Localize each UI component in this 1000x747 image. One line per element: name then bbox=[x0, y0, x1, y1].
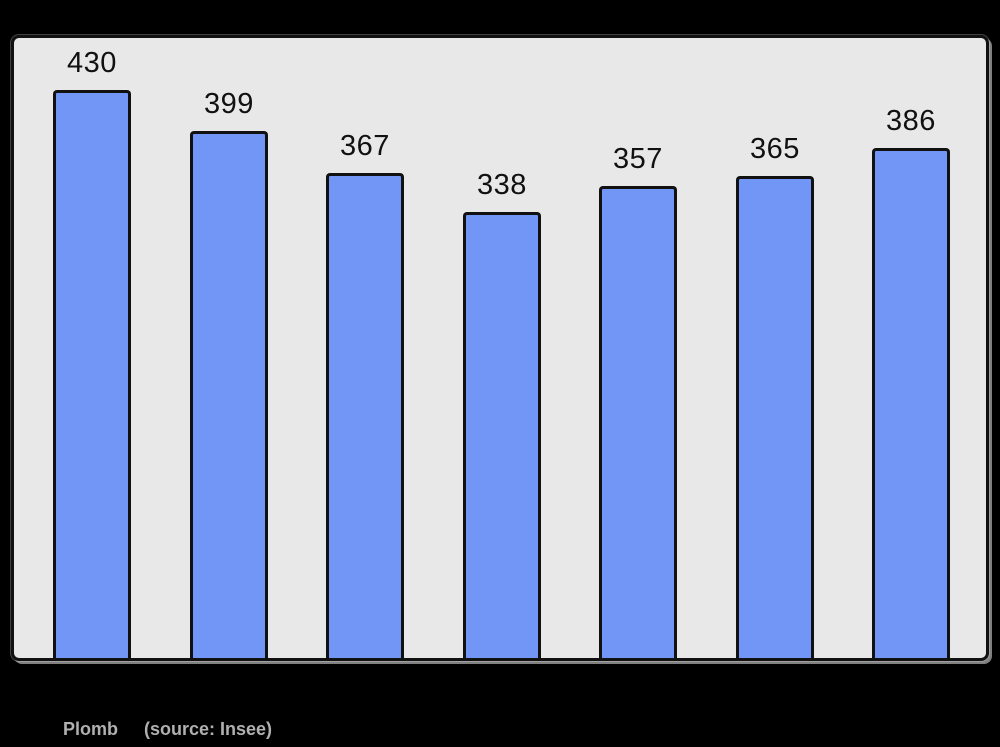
bars-container: 430 399 367 338 357 365 386 bbox=[14, 38, 986, 658]
bar bbox=[599, 186, 677, 658]
bar-value-label: 430 bbox=[67, 47, 117, 79]
bar bbox=[463, 212, 541, 658]
bar-value-label: 338 bbox=[477, 169, 527, 201]
caption-source: (source: Insee) bbox=[144, 719, 273, 739]
bar bbox=[326, 173, 404, 658]
chart-caption: Plomb (source: Insee) bbox=[63, 719, 272, 740]
bar bbox=[736, 176, 814, 658]
bar-value-label: 365 bbox=[750, 133, 800, 165]
chart-plot-area: 430 399 367 338 357 365 386 bbox=[11, 35, 989, 661]
bar-value-label: 399 bbox=[204, 88, 254, 120]
caption-title: Plomb bbox=[63, 719, 119, 739]
bar bbox=[190, 131, 268, 658]
bar-value-label: 386 bbox=[886, 105, 936, 137]
bar bbox=[53, 90, 131, 658]
bar-value-label: 367 bbox=[340, 130, 390, 162]
bar-value-label: 357 bbox=[613, 143, 663, 175]
bar bbox=[872, 148, 950, 658]
